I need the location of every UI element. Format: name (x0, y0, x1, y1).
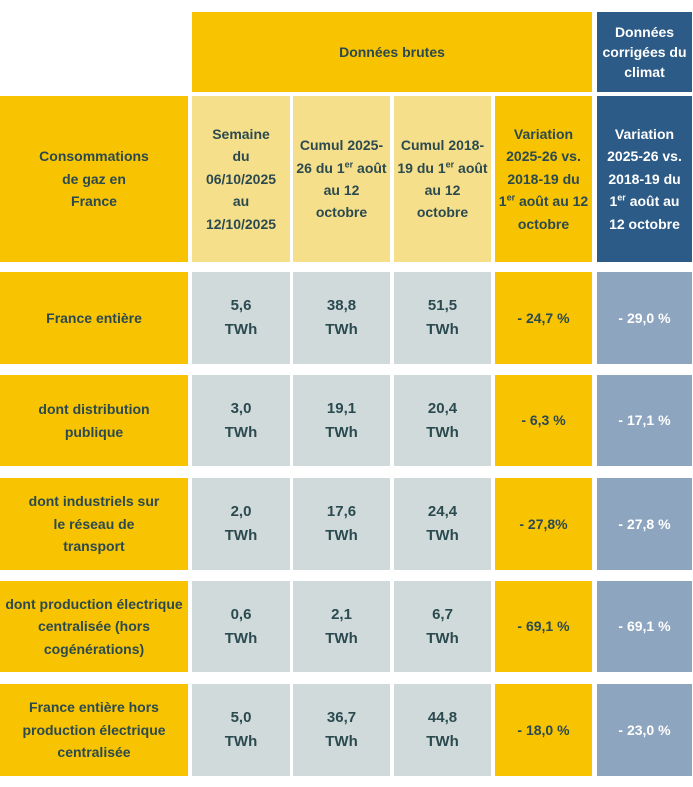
value-cell: - 6,3 % (495, 375, 592, 466)
row-label-text: France entière hors production électriqu… (22, 699, 166, 761)
column-header-text: Variation 2025-26 vs. 2018-19 du 1er aoû… (498, 123, 589, 235)
value-cell: 5,6 TWh (192, 272, 290, 364)
value-text: 6,7 TWh (426, 605, 459, 647)
value-cell: - 24,7 % (495, 272, 592, 364)
value-text: 2,0 TWh (224, 503, 258, 544)
value-text: 0,6 TWh (224, 605, 258, 647)
value-text: - 18,0 % (517, 721, 570, 738)
header-text: Variation 2025-26 vs. 2018-19 du 1 (498, 126, 581, 210)
row-label: dont distribution publique (0, 375, 188, 466)
value-text: - 6,3 % (521, 412, 566, 429)
row-label-text: dont distribution publique (38, 401, 150, 440)
value-cell: 20,4 TWh (394, 375, 491, 466)
value-cell: 2,1 TWh (293, 581, 390, 672)
value-cell: 17,6 TWh (293, 478, 390, 570)
value-text: - 23,0 % (618, 721, 671, 738)
value-text: 2,1 TWh (325, 605, 358, 647)
value-text: 38,8 TWh (325, 297, 358, 338)
row-label: dont production électrique centralisée (… (0, 581, 188, 672)
header-sup: er (617, 192, 626, 203)
value-text: - 24,7 % (517, 309, 570, 326)
group-header: Données corrigées du climat (597, 12, 692, 92)
value-cell: - 27,8 % (597, 478, 692, 570)
value-text: 19,1 TWh (325, 399, 358, 441)
corner-header: Consommations de gaz en France (0, 96, 188, 262)
header-text: Cumul 2025-26 du 1 (296, 137, 384, 176)
header-sup: er (344, 158, 354, 169)
header-text: Variation 2025-26 vs. 2018-19 du 1 (607, 126, 682, 210)
value-cell: - 29,0 % (597, 272, 692, 364)
value-cell: 44,8 TWh (394, 684, 491, 776)
header-text: Semaine du 06/10/2025 au 12/10/2025 (205, 126, 277, 232)
value-cell: - 27,8% (495, 478, 592, 570)
group-header-text: Données corrigées du climat (602, 23, 687, 81)
group-header-text: Données brutes (339, 43, 445, 60)
column-header: Cumul 2018-19 du 1er août au 12 octobre (394, 96, 491, 262)
group-header: Données brutes (192, 12, 592, 92)
value-text: - 69,1 % (618, 618, 671, 635)
value-cell: 38,8 TWh (293, 272, 390, 364)
header-sup: er (445, 158, 455, 169)
value-cell: 3,0 TWh (192, 375, 290, 466)
value-cell: - 18,0 % (495, 684, 592, 776)
value-cell: 51,5 TWh (394, 272, 491, 364)
value-text: 36,7 TWh (325, 709, 358, 750)
value-cell: 0,6 TWh (192, 581, 290, 672)
column-header: Cumul 2025-26 du 1er août au 12 octobre (293, 96, 390, 262)
value-cell: 2,0 TWh (192, 478, 290, 570)
row-label: France entière (0, 272, 188, 364)
value-text: - 69,1 % (517, 618, 570, 635)
value-cell: 6,7 TWh (394, 581, 491, 672)
value-text: 44,8 TWh (426, 709, 459, 750)
header-sup: er (506, 192, 516, 203)
value-text: 17,6 TWh (325, 503, 358, 544)
row-label-text: dont industriels sur le réseau de transp… (28, 493, 160, 555)
value-text: - 29,0 % (618, 309, 671, 326)
column-header-text: Variation 2025-26 vs. 2018-19 du 1er aoû… (600, 123, 689, 235)
header-text: août au 12 octobre (515, 193, 589, 232)
value-cell: 24,4 TWh (394, 478, 491, 570)
column-header-text: Cumul 2018-19 du 1er août au 12 octobre (397, 134, 488, 224)
value-cell: - 69,1 % (597, 581, 692, 672)
row-label: France entière hors production électriqu… (0, 684, 188, 776)
column-header: Variation 2025-26 vs. 2018-19 du 1er aoû… (597, 96, 692, 262)
value-cell: 19,1 TWh (293, 375, 390, 466)
value-text: 51,5 TWh (426, 297, 459, 338)
header-text: août au 12 octobre (609, 193, 680, 232)
value-cell: - 17,1 % (597, 375, 692, 466)
header-text: Cumul 2018-19 du 1 (397, 137, 485, 176)
value-text: 24,4 TWh (426, 503, 459, 544)
header-text: août au 12 octobre (416, 159, 488, 221)
value-cell: - 69,1 % (495, 581, 592, 672)
value-text: 5,0 TWh (224, 709, 258, 750)
value-text: - 17,1 % (618, 412, 671, 429)
value-cell: - 23,0 % (597, 684, 692, 776)
column-header: Semaine du 06/10/2025 au 12/10/2025 (192, 96, 290, 262)
value-text: 5,6 TWh (224, 297, 258, 338)
value-text: - 27,8 % (618, 515, 671, 532)
row-label-text: dont production électrique centralisée (… (5, 595, 183, 657)
value-cell: 5,0 TWh (192, 684, 290, 776)
corner-header-text: Consommations de gaz en France (39, 148, 149, 210)
value-text: - 27,8% (519, 515, 568, 532)
column-header-text: Semaine du 06/10/2025 au 12/10/2025 (202, 123, 280, 235)
row-label-text: France entière (46, 309, 142, 326)
column-header-text: Cumul 2025-26 du 1er août au 12 octobre (296, 134, 387, 224)
column-header: Variation 2025-26 vs. 2018-19 du 1er aoû… (495, 96, 592, 262)
header-text: août au 12 octobre (315, 159, 387, 221)
row-label: dont industriels sur le réseau de transp… (0, 478, 188, 570)
value-text: 20,4 TWh (426, 399, 459, 441)
value-text: 3,0 TWh (224, 399, 258, 441)
value-cell: 36,7 TWh (293, 684, 390, 776)
